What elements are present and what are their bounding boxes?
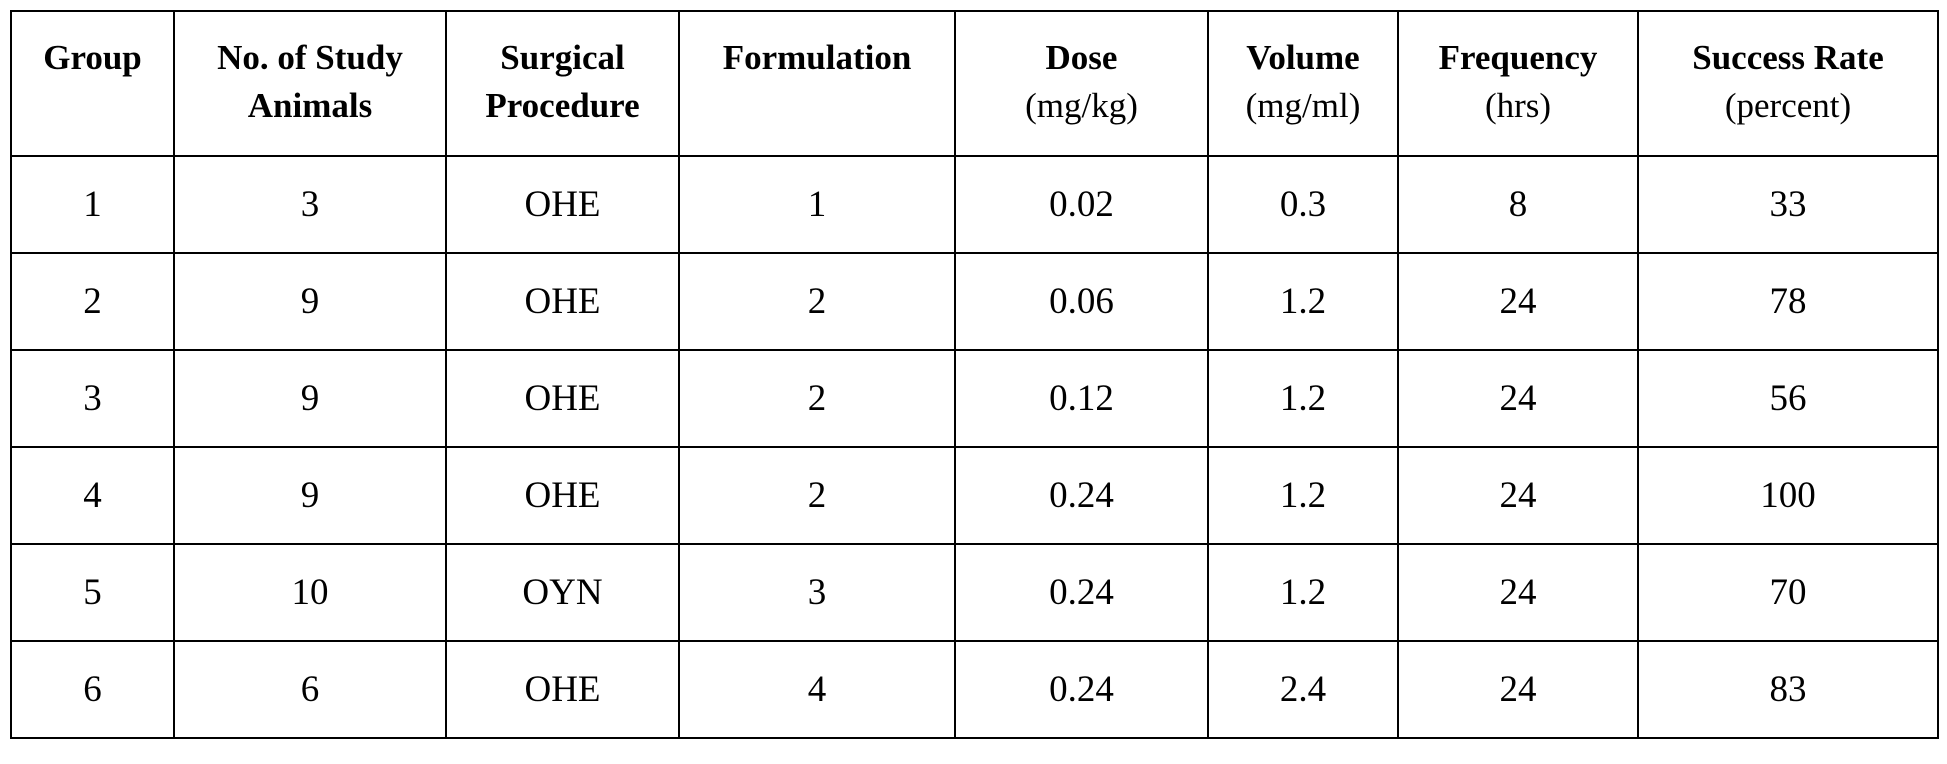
cell-success-rate: 78 xyxy=(1638,253,1938,350)
study-results-table: Group No. of Study Animals Surgical Proc… xyxy=(10,10,1939,739)
table-row: 4 9 OHE 2 0.24 1.2 24 100 xyxy=(11,447,1938,544)
cell-success-rate: 70 xyxy=(1638,544,1938,641)
cell-surgical-procedure: OHE xyxy=(446,156,679,253)
header-unit: (mg/kg) xyxy=(956,82,1207,130)
table-row: 6 6 OHE 4 0.24 2.4 24 83 xyxy=(11,641,1938,738)
cell-surgical-procedure: OYN xyxy=(446,544,679,641)
header-study-animals: No. of Study Animals xyxy=(174,11,446,156)
cell-formulation: 1 xyxy=(679,156,955,253)
header-title: Group xyxy=(13,34,173,82)
cell-volume: 2.4 xyxy=(1208,641,1398,738)
cell-volume: 1.2 xyxy=(1208,253,1398,350)
cell-group: 2 xyxy=(11,253,174,350)
cell-dose: 0.12 xyxy=(955,350,1208,447)
cell-surgical-procedure: OHE xyxy=(446,350,679,447)
cell-study-animals: 9 xyxy=(174,253,446,350)
cell-frequency: 24 xyxy=(1398,641,1638,738)
header-surgical-procedure: Surgical Procedure xyxy=(446,11,679,156)
header-unit: (hrs) xyxy=(1399,82,1637,130)
cell-group: 5 xyxy=(11,544,174,641)
cell-frequency: 8 xyxy=(1398,156,1638,253)
table-row: 5 10 OYN 3 0.24 1.2 24 70 xyxy=(11,544,1938,641)
cell-dose: 0.06 xyxy=(955,253,1208,350)
cell-study-animals: 9 xyxy=(174,350,446,447)
header-unit: (percent) xyxy=(1639,82,1937,130)
cell-success-rate: 56 xyxy=(1638,350,1938,447)
cell-study-animals: 3 xyxy=(174,156,446,253)
header-title: Volume xyxy=(1209,34,1397,82)
cell-volume: 1.2 xyxy=(1208,544,1398,641)
cell-dose: 0.24 xyxy=(955,641,1208,738)
header-title: Success Rate xyxy=(1639,34,1937,82)
cell-group: 1 xyxy=(11,156,174,253)
table-row: 2 9 OHE 2 0.06 1.2 24 78 xyxy=(11,253,1938,350)
cell-volume: 1.2 xyxy=(1208,447,1398,544)
cell-study-animals: 9 xyxy=(174,447,446,544)
cell-volume: 1.2 xyxy=(1208,350,1398,447)
cell-formulation: 2 xyxy=(679,350,955,447)
table-row: 1 3 OHE 1 0.02 0.3 8 33 xyxy=(11,156,1938,253)
cell-formulation: 4 xyxy=(679,641,955,738)
cell-frequency: 24 xyxy=(1398,350,1638,447)
study-results-table-container: Group No. of Study Animals Surgical Proc… xyxy=(10,10,1939,739)
cell-dose: 0.02 xyxy=(955,156,1208,253)
header-success-rate: Success Rate (percent) xyxy=(1638,11,1938,156)
header-title: Formulation xyxy=(680,34,954,82)
cell-surgical-procedure: OHE xyxy=(446,447,679,544)
header-title: No. of Study Animals xyxy=(195,34,425,130)
table-row: 3 9 OHE 2 0.12 1.2 24 56 xyxy=(11,350,1938,447)
cell-dose: 0.24 xyxy=(955,447,1208,544)
cell-frequency: 24 xyxy=(1398,544,1638,641)
header-dose: Dose (mg/kg) xyxy=(955,11,1208,156)
cell-frequency: 24 xyxy=(1398,447,1638,544)
cell-success-rate: 83 xyxy=(1638,641,1938,738)
cell-success-rate: 33 xyxy=(1638,156,1938,253)
header-formulation: Formulation xyxy=(679,11,955,156)
header-group: Group xyxy=(11,11,174,156)
cell-frequency: 24 xyxy=(1398,253,1638,350)
cell-formulation: 2 xyxy=(679,447,955,544)
header-unit: (mg/ml) xyxy=(1209,82,1397,130)
cell-formulation: 3 xyxy=(679,544,955,641)
header-title: Surgical Procedure xyxy=(468,34,658,130)
cell-group: 6 xyxy=(11,641,174,738)
header-volume: Volume (mg/ml) xyxy=(1208,11,1398,156)
header-row: Group No. of Study Animals Surgical Proc… xyxy=(11,11,1938,156)
cell-formulation: 2 xyxy=(679,253,955,350)
header-frequency: Frequency (hrs) xyxy=(1398,11,1638,156)
cell-study-animals: 6 xyxy=(174,641,446,738)
cell-surgical-procedure: OHE xyxy=(446,641,679,738)
cell-group: 3 xyxy=(11,350,174,447)
cell-surgical-procedure: OHE xyxy=(446,253,679,350)
cell-volume: 0.3 xyxy=(1208,156,1398,253)
header-title: Dose xyxy=(956,34,1207,82)
header-title: Frequency xyxy=(1399,34,1637,82)
cell-success-rate: 100 xyxy=(1638,447,1938,544)
cell-dose: 0.24 xyxy=(955,544,1208,641)
cell-group: 4 xyxy=(11,447,174,544)
cell-study-animals: 10 xyxy=(174,544,446,641)
